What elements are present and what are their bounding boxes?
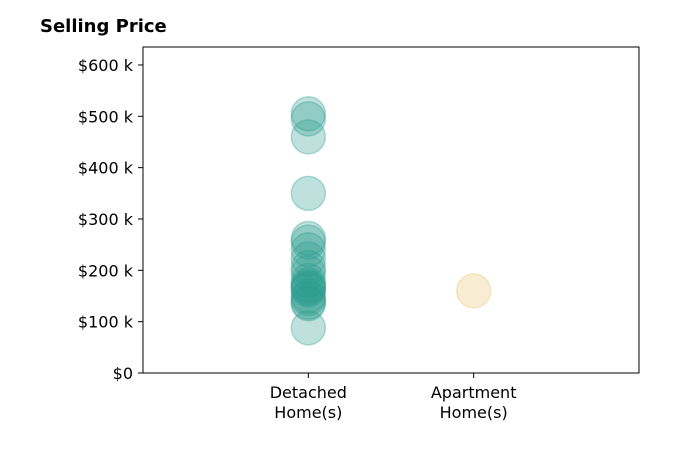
data-points — [290, 95, 492, 346]
data-point — [290, 241, 327, 277]
data-point — [290, 270, 327, 307]
data-point — [290, 262, 327, 299]
y-tick-label: $200 k — [78, 261, 134, 280]
x-tick-label: Detached Home(s) — [270, 383, 347, 422]
data-point — [455, 273, 492, 309]
y-tick-label: $500 k — [78, 107, 134, 126]
y-tick-label: $400 k — [78, 159, 134, 178]
data-point — [290, 232, 327, 268]
data-point — [290, 310, 327, 346]
data-point — [290, 95, 327, 132]
x-axis: Detached Home(s) Apartment Home(s) — [270, 373, 517, 422]
data-point — [290, 278, 327, 314]
data-point — [290, 284, 327, 320]
data-point — [290, 280, 327, 317]
data-point — [290, 272, 327, 308]
plot-frame — [142, 46, 640, 374]
data-point — [290, 285, 327, 322]
data-point — [290, 255, 327, 291]
data-point — [290, 119, 327, 155]
x-tick-label: Apartment Home(s) — [431, 383, 517, 422]
y-tick-label: $0 — [113, 364, 133, 383]
chart-title: Selling Price — [40, 16, 167, 37]
data-point — [290, 101, 327, 137]
y-axis: $0 $100 k $200 k $300 k $400 k $500 k $600 k — [78, 56, 143, 383]
y-tick-label: $600 k — [78, 56, 134, 75]
data-point — [290, 269, 327, 305]
data-point — [290, 250, 327, 286]
data-point — [290, 224, 327, 260]
y-tick-label: $100 k — [78, 313, 134, 332]
y-tick-label: $300 k — [78, 210, 134, 229]
data-point — [290, 175, 327, 212]
data-point — [290, 220, 327, 257]
data-point — [290, 266, 327, 303]
